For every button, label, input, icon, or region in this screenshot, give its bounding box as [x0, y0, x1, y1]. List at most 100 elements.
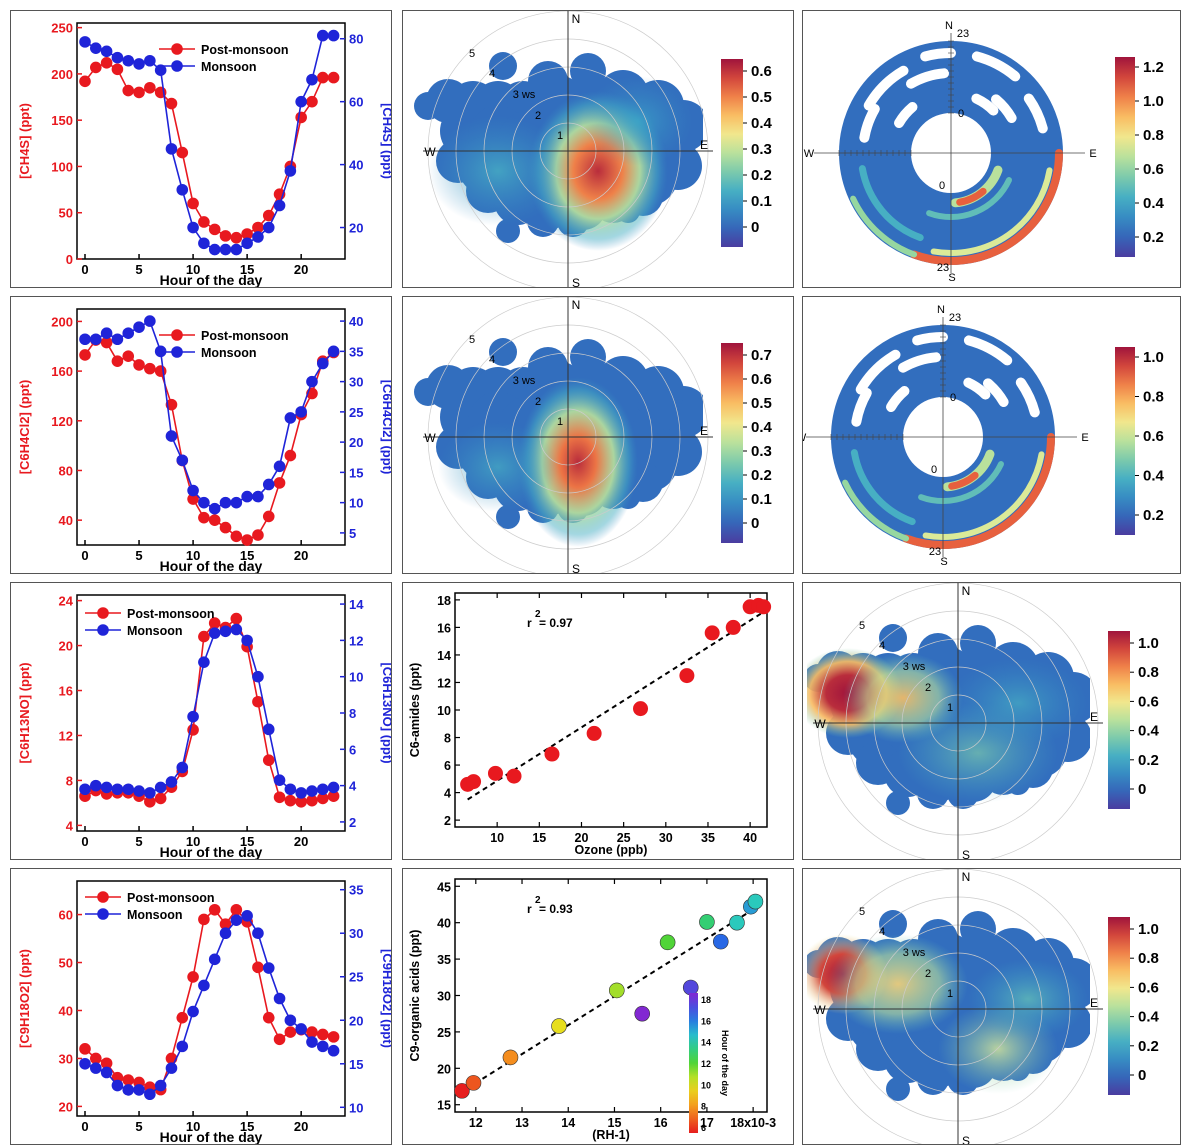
polar-blob — [886, 1077, 910, 1101]
polar-blob — [917, 1063, 949, 1095]
data-point-monsoon — [144, 315, 156, 327]
colorbar-tick-label: 0.5 — [751, 395, 772, 412]
data-point-post-monsoon — [154, 365, 167, 377]
colorbar-tick-label: 0.3 — [751, 443, 772, 460]
polar-blob — [570, 53, 606, 89]
colorbar-tick-label: 0.4 — [1143, 468, 1165, 485]
data-point-monsoon — [252, 670, 264, 683]
arc-inner-hot — [956, 187, 987, 206]
data-point-post-monsoon — [316, 1028, 329, 1041]
legend-label: Post-monsoon — [127, 607, 215, 621]
data-point-post-monsoon — [198, 511, 210, 524]
hour-colorbar-tick: 14 — [701, 1038, 711, 1048]
data-point-monsoon — [165, 776, 178, 788]
legend-label: Monsoon — [127, 624, 183, 638]
hour-colorbar-tick: 12 — [701, 1059, 711, 1069]
data-point-monsoon — [295, 1023, 307, 1035]
x-axis-label: Hour of the day — [160, 844, 263, 859]
data-point-monsoon — [144, 54, 156, 67]
ring-gap — [859, 104, 880, 143]
polar-label-ws: 3 ws — [513, 89, 536, 101]
data-point-post-monsoon — [252, 695, 264, 708]
polar-label-r1: 1 — [557, 416, 563, 428]
hour-colorbar-tick: 8 — [701, 1102, 706, 1112]
ring-gap — [851, 388, 872, 427]
x-tick-label: 5 — [135, 262, 142, 277]
data-point-post-monsoon — [273, 791, 286, 804]
hour-colorbar — [689, 993, 698, 1133]
arc-rim-warm — [930, 167, 1053, 256]
polar-label-N: N — [962, 584, 971, 598]
y-left-axis-label: [CH4S] (ppt) — [17, 103, 32, 179]
x-axis-label: (RH-1) — [592, 1128, 630, 1142]
polar-label-E: E — [700, 138, 708, 152]
data-point-monsoon — [111, 783, 124, 796]
ring-gap — [1023, 93, 1048, 134]
data-point-monsoon — [241, 634, 253, 647]
data-point-monsoon — [306, 785, 318, 797]
data-point-monsoon — [122, 783, 135, 796]
data-point-monsoon — [295, 787, 307, 799]
colorbar-tick-label: 0.4 — [1138, 1009, 1160, 1026]
data-point-post-monsoon — [230, 231, 243, 244]
polar-label-S: S — [962, 848, 970, 859]
y-right-tick-label: 80 — [349, 32, 363, 47]
x-tick-label: 12 — [469, 1116, 483, 1130]
legend-label: Post-monsoon — [127, 891, 215, 905]
data-point-monsoon — [273, 992, 286, 1005]
fit-line — [467, 610, 766, 801]
data-point-monsoon — [133, 321, 145, 333]
data-point-post-monsoon — [262, 510, 275, 523]
plot-frame — [76, 308, 346, 546]
colorbar — [1108, 631, 1130, 809]
y-right-tick-label: 25 — [349, 970, 363, 985]
arc-rim-hot — [902, 433, 1055, 549]
x-tick-label: 0 — [81, 834, 88, 849]
x-tick-label: 0 — [81, 1119, 88, 1134]
data-point-post-monsoon — [176, 146, 189, 159]
x-tick-label: 20 — [294, 834, 308, 849]
data-point-monsoon — [262, 962, 275, 974]
colorbar-tick-label: 0.4 — [751, 419, 773, 436]
data-point-monsoon — [273, 774, 286, 786]
data-point-post-monsoon — [252, 529, 264, 541]
data-point — [506, 768, 522, 784]
colorbar-tick-label: 0.6 — [1143, 161, 1164, 178]
colorbar-tick-label: 0.8 — [1143, 389, 1164, 406]
cyclic-label-h0-bottom: 0 — [931, 464, 937, 476]
data-point-post-monsoon — [198, 913, 210, 926]
data-point-monsoon — [187, 1005, 199, 1018]
polar-blob — [489, 338, 517, 366]
y-right-axis-label: [C6H4Cl2] (ppt) — [380, 380, 391, 475]
polar-label-E: E — [700, 424, 708, 438]
polar-label-N: N — [572, 12, 581, 26]
x-tick-label: 30 — [659, 831, 673, 845]
polar-label-r2: 2 — [925, 968, 931, 980]
data-point-monsoon — [176, 1040, 189, 1053]
polar-blob — [960, 911, 996, 947]
data-point-monsoon — [230, 914, 243, 926]
y-left-tick-label: 16 — [59, 684, 73, 699]
y-tick-label: 2 — [444, 814, 451, 828]
data-point — [699, 914, 715, 930]
cyclic-label-h23-bottom: 23 — [929, 546, 941, 558]
polar-field — [414, 338, 703, 547]
polar-label-r1: 1 — [557, 130, 563, 142]
polar-blob — [879, 624, 907, 652]
panel-c6-amides-scatter: 2 4 6 8 10 12 14 16 18 10 15 20 25 30 35 40 Ozone (ppb) C… — [402, 582, 794, 860]
y-right-tick-label: 10 — [349, 1100, 363, 1115]
hour-colorbar-tick: 18 — [701, 995, 711, 1005]
ring-gap — [920, 48, 956, 62]
polar-blob — [886, 791, 910, 815]
y-left-tick-label: 60 — [59, 908, 73, 923]
data-point-post-monsoon — [230, 530, 243, 543]
y-tick-label: 40 — [437, 917, 451, 931]
ring-gap — [963, 335, 1013, 366]
line-chart-d: 40 80 120 160 200 5 10 15 20 25 30 35 40 0 5 10 15 20 Hour… — [17, 308, 391, 573]
r2-superscript: 2 — [535, 895, 541, 906]
polar-label-E: E — [1090, 710, 1098, 724]
x-tick-label: 15 — [240, 548, 254, 563]
scatter-chart-h: 2 4 6 8 10 12 14 16 18 10 15 20 25 30 35 40 Ozone (ppb) C… — [408, 592, 772, 857]
r2-value: = 0.97 — [539, 616, 573, 630]
y-tick-label: 14 — [437, 649, 451, 663]
